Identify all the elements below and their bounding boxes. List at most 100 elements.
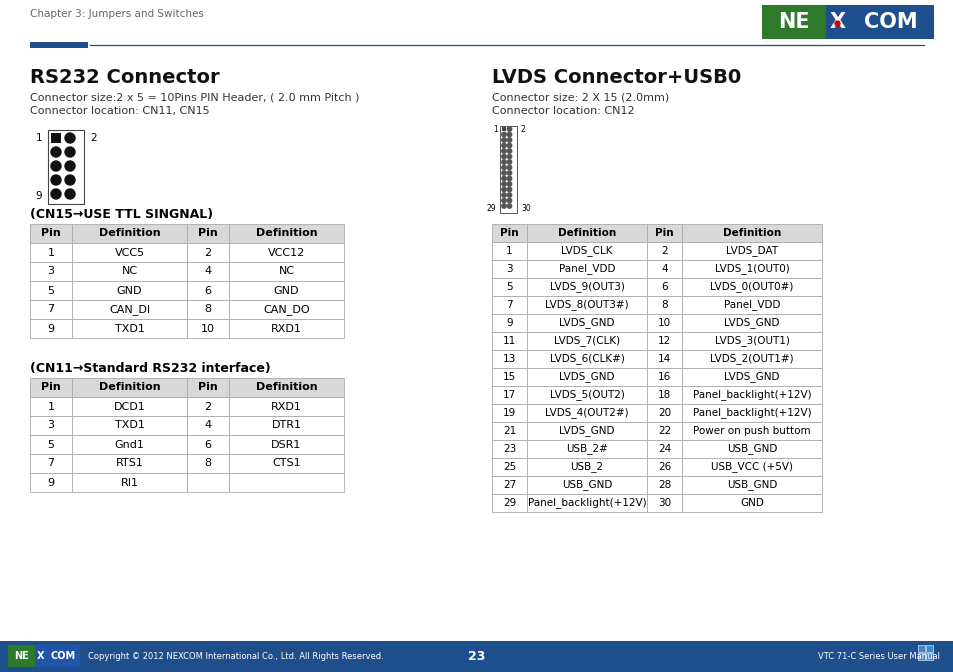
Bar [229,224,344,243]
Text: Panel_backlight(+12V): Panel_backlight(+12V) [692,407,810,419]
Text: LVDS_6(CLK#): LVDS_6(CLK#) [549,353,624,364]
Bar [71,300,187,319]
Text: 13: 13 [502,354,516,364]
Text: 8: 8 [660,300,667,310]
Text: USB_VCC (+5V): USB_VCC (+5V) [710,462,792,472]
Text: USB_GND: USB_GND [726,480,777,491]
Circle shape [501,143,506,148]
Circle shape [501,187,506,192]
Bar [229,262,344,281]
Bar [71,473,187,492]
Circle shape [65,133,75,143]
Text: 1: 1 [493,124,497,134]
Bar [646,458,681,476]
Circle shape [65,189,75,199]
Text: 30: 30 [520,204,530,213]
Bar [917,653,924,660]
Text: 10: 10 [201,323,214,333]
Bar [187,224,229,243]
Bar [646,494,681,512]
Bar [71,416,187,435]
Bar [187,243,229,262]
Text: DSR1: DSR1 [271,439,301,450]
Bar [681,278,821,296]
Text: Pin: Pin [198,228,217,239]
Circle shape [507,138,511,142]
Circle shape [501,176,506,181]
Bar [646,476,681,494]
Text: LVDS_7(CLK): LVDS_7(CLK) [554,335,619,347]
Bar [681,224,821,242]
Text: 28: 28 [658,480,670,490]
Bar [925,645,932,652]
Text: LVDS_8(OUT3#): LVDS_8(OUT3#) [544,300,628,310]
Text: VCC12: VCC12 [268,247,305,257]
Bar [492,476,526,494]
Text: 27: 27 [502,480,516,490]
Bar [681,458,821,476]
Text: Chapter 3: Jumpers and Switches: Chapter 3: Jumpers and Switches [30,9,204,19]
Circle shape [501,132,506,136]
Text: Connector size:2 x 5 = 10Pins PIN Header, ( 2.0 mm Pitch ): Connector size:2 x 5 = 10Pins PIN Header… [30,92,359,102]
Text: RS232 Connector: RS232 Connector [30,68,219,87]
Text: Pin: Pin [655,228,673,238]
Bar [229,319,344,338]
Text: LVDS Connector+USB0: LVDS Connector+USB0 [492,68,740,87]
Text: CTS1: CTS1 [272,458,300,468]
Text: LVDS_GND: LVDS_GND [723,318,779,329]
Bar [526,224,646,242]
Circle shape [507,176,511,181]
Text: 10: 10 [658,318,670,328]
Bar [681,260,821,278]
Text: Pin: Pin [198,382,217,392]
Bar [71,454,187,473]
Bar [30,300,71,319]
Text: NE: NE [14,651,29,661]
Bar [492,314,526,332]
Text: LVDS_GND: LVDS_GND [723,372,779,382]
Text: 30: 30 [658,498,670,508]
Bar [646,368,681,386]
Bar [681,296,821,314]
Text: LVDS_CLK: LVDS_CLK [560,245,612,257]
Bar [646,296,681,314]
Bar [526,296,646,314]
Bar [681,422,821,440]
Text: LVDS_1(OUT0): LVDS_1(OUT0) [714,263,788,274]
Bar [492,368,526,386]
Text: RXD1: RXD1 [271,401,301,411]
Bar [187,454,229,473]
Bar [526,440,646,458]
Bar [187,262,229,281]
Text: Definition: Definition [255,382,317,392]
Bar [646,260,681,278]
Text: 8: 8 [204,458,212,468]
Bar [71,319,187,338]
Circle shape [65,161,75,171]
Circle shape [507,193,511,197]
Bar [30,473,71,492]
Text: X: X [829,12,845,32]
Text: Connector location: CN12: Connector location: CN12 [492,106,634,116]
Text: 3: 3 [48,421,54,431]
Bar [646,332,681,350]
Bar [71,262,187,281]
Circle shape [507,198,511,203]
Circle shape [501,193,506,197]
Text: RI1: RI1 [120,478,138,487]
Text: 1: 1 [48,401,54,411]
Circle shape [51,161,61,171]
Text: 6: 6 [204,286,212,296]
Text: Pin: Pin [41,382,61,392]
Text: 22: 22 [658,426,670,436]
Bar [492,296,526,314]
Text: Panel_VDD: Panel_VDD [723,300,780,310]
Bar [187,397,229,416]
Text: VTC 71-C Series User Manual: VTC 71-C Series User Manual [817,652,939,661]
Text: 29: 29 [486,204,496,213]
Text: 14: 14 [658,354,670,364]
Bar [229,435,344,454]
Bar [187,473,229,492]
Bar [30,416,71,435]
Bar [681,494,821,512]
